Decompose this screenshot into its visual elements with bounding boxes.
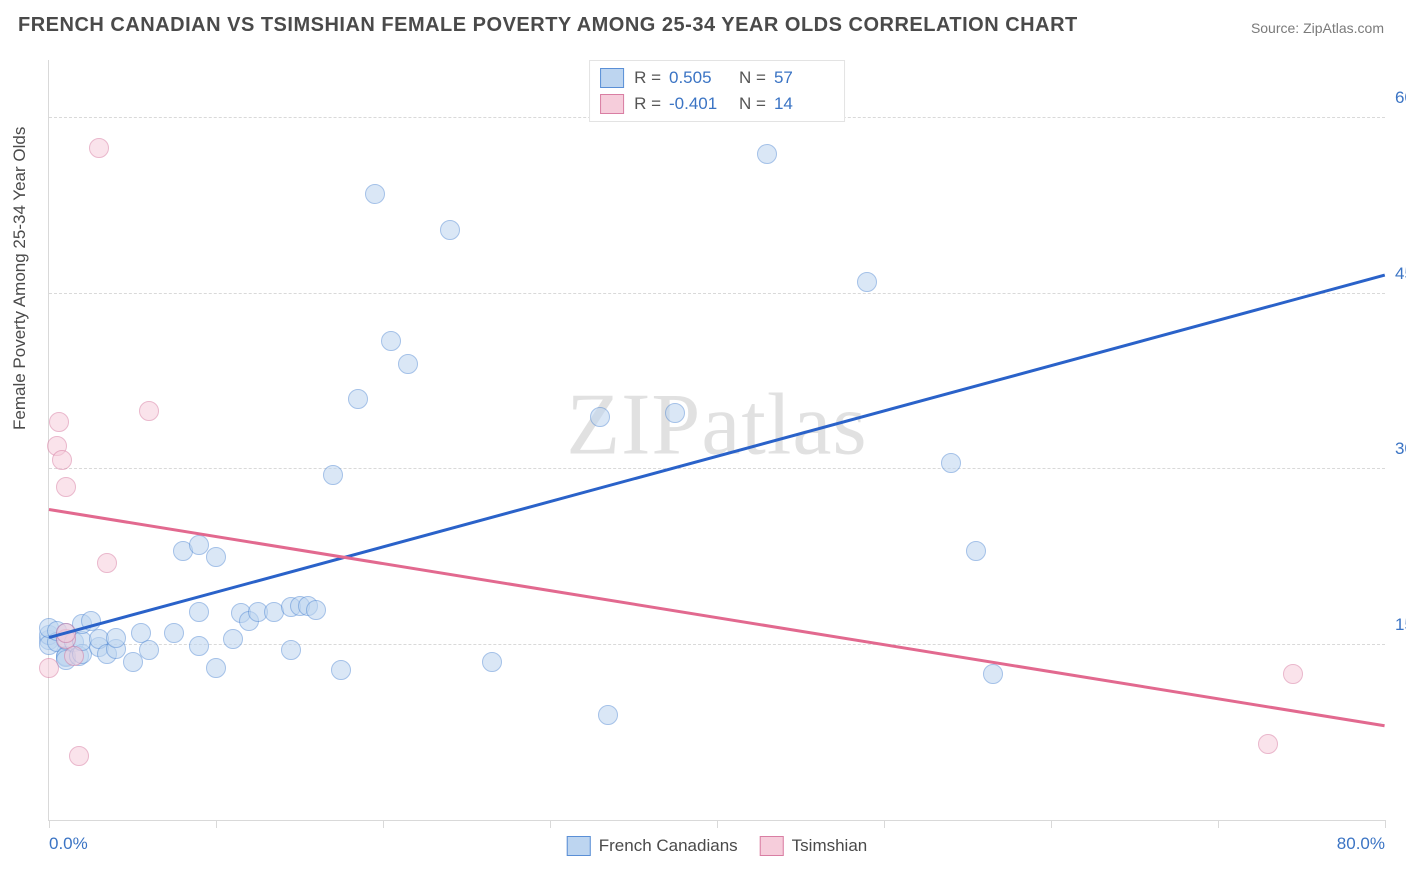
data-point <box>323 465 343 485</box>
legend-n-value-0: 57 <box>774 68 834 88</box>
legend-r-value-0: 0.505 <box>669 68 729 88</box>
data-point <box>665 403 685 423</box>
data-point <box>206 658 226 678</box>
chart-title: FRENCH CANADIAN VS TSIMSHIAN FEMALE POVE… <box>18 14 1078 37</box>
data-point <box>757 144 777 164</box>
data-point <box>281 640 301 660</box>
legend-r-label: R = <box>634 94 661 114</box>
x-tick <box>1051 820 1052 828</box>
legend-swatch-series-0 <box>567 836 591 856</box>
source-attribution: Source: ZipAtlas.com <box>1251 20 1384 36</box>
legend-n-value-1: 14 <box>774 94 834 114</box>
data-point <box>1283 664 1303 684</box>
data-point <box>440 220 460 240</box>
data-point <box>482 652 502 672</box>
x-tick <box>49 820 50 828</box>
x-tick <box>216 820 217 828</box>
data-point <box>598 705 618 725</box>
y-axis-label: Female Poverty Among 25-34 Year Olds <box>10 127 30 430</box>
legend-n-label: N = <box>739 68 766 88</box>
y-tick-label: 60.0% <box>1395 88 1406 108</box>
data-point <box>331 660 351 680</box>
legend-r-label: R = <box>634 68 661 88</box>
data-point <box>966 541 986 561</box>
data-point <box>49 412 69 432</box>
data-point <box>89 138 109 158</box>
data-point <box>39 658 59 678</box>
x-tick <box>1218 820 1219 828</box>
series-legend: French Canadians Tsimshian <box>567 836 868 856</box>
data-point <box>139 640 159 660</box>
data-point <box>1258 734 1278 754</box>
legend-n-label: N = <box>739 94 766 114</box>
watermark-text: ZIPatlas <box>566 374 867 475</box>
legend-swatch-series-1 <box>760 836 784 856</box>
data-point <box>306 600 326 620</box>
legend-swatch-series-1 <box>600 94 624 114</box>
legend-swatch-series-0 <box>600 68 624 88</box>
data-point <box>857 272 877 292</box>
source-label: Source: <box>1251 20 1303 36</box>
legend-r-value-1: -0.401 <box>669 94 729 114</box>
x-tick-label: 80.0% <box>1337 834 1385 854</box>
data-point <box>983 664 1003 684</box>
data-point <box>97 553 117 573</box>
y-tick-label: 45.0% <box>1395 264 1406 284</box>
data-point <box>941 453 961 473</box>
gridline <box>49 468 1385 469</box>
data-point <box>590 407 610 427</box>
x-tick <box>1385 820 1386 828</box>
legend-label-series-0: French Canadians <box>599 836 738 856</box>
data-point <box>189 602 209 622</box>
legend-item-series-0: French Canadians <box>567 836 738 856</box>
x-tick <box>884 820 885 828</box>
data-point <box>223 629 243 649</box>
data-point <box>164 623 184 643</box>
x-tick <box>717 820 718 828</box>
data-point <box>69 746 89 766</box>
data-point <box>52 450 72 470</box>
data-point <box>56 477 76 497</box>
data-point <box>381 331 401 351</box>
legend-item-series-1: Tsimshian <box>760 836 868 856</box>
y-tick-label: 30.0% <box>1395 439 1406 459</box>
data-point <box>189 636 209 656</box>
x-tick <box>550 820 551 828</box>
data-point <box>398 354 418 374</box>
y-tick-label: 15.0% <box>1395 615 1406 635</box>
data-point <box>365 184 385 204</box>
legend-label-series-1: Tsimshian <box>792 836 868 856</box>
data-point <box>348 389 368 409</box>
data-point <box>64 646 84 666</box>
legend-row-series-1: R = -0.401 N = 14 <box>600 91 834 117</box>
data-point <box>139 401 159 421</box>
scatter-plot-area: ZIPatlas R = 0.505 N = 57 R = -0.401 N =… <box>48 60 1385 821</box>
correlation-legend: R = 0.505 N = 57 R = -0.401 N = 14 <box>589 60 845 122</box>
data-point <box>206 547 226 567</box>
data-point <box>106 628 126 648</box>
source-value: ZipAtlas.com <box>1303 20 1384 36</box>
gridline <box>49 644 1385 645</box>
x-tick <box>383 820 384 828</box>
gridline <box>49 293 1385 294</box>
x-tick-label: 0.0% <box>49 834 88 854</box>
legend-row-series-0: R = 0.505 N = 57 <box>600 65 834 91</box>
trend-line <box>49 274 1386 639</box>
